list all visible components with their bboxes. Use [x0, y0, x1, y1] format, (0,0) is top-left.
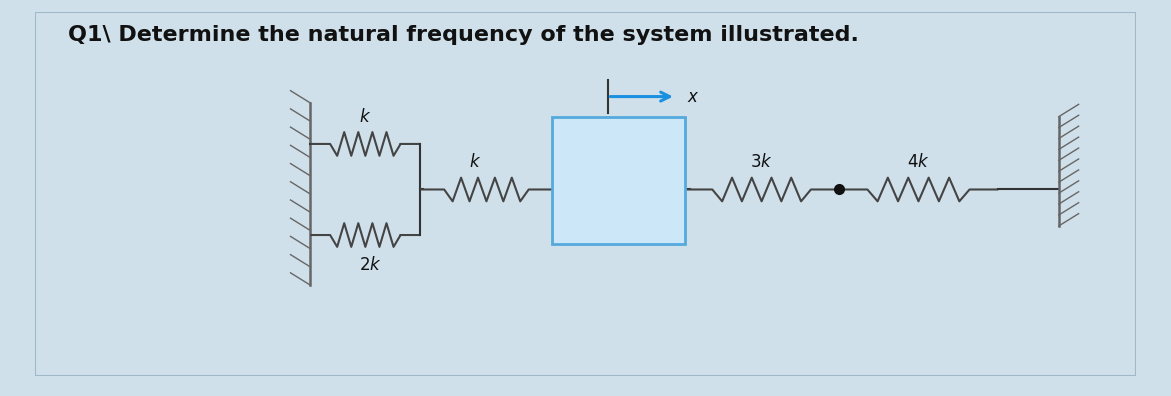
Text: $2k$: $2k$: [359, 256, 382, 274]
Bar: [35, 12, 1136, 376]
Text: $4k$: $4k$: [908, 153, 930, 171]
Text: $k$: $k$: [470, 153, 481, 171]
Bar: [553, 116, 685, 244]
Text: $3k$: $3k$: [751, 153, 773, 171]
Text: $k$: $k$: [359, 108, 371, 126]
Text: $x$: $x$: [686, 88, 699, 106]
Text: Q1\ Determine the natural frequency of the system illustrated.: Q1\ Determine the natural frequency of t…: [68, 25, 860, 45]
